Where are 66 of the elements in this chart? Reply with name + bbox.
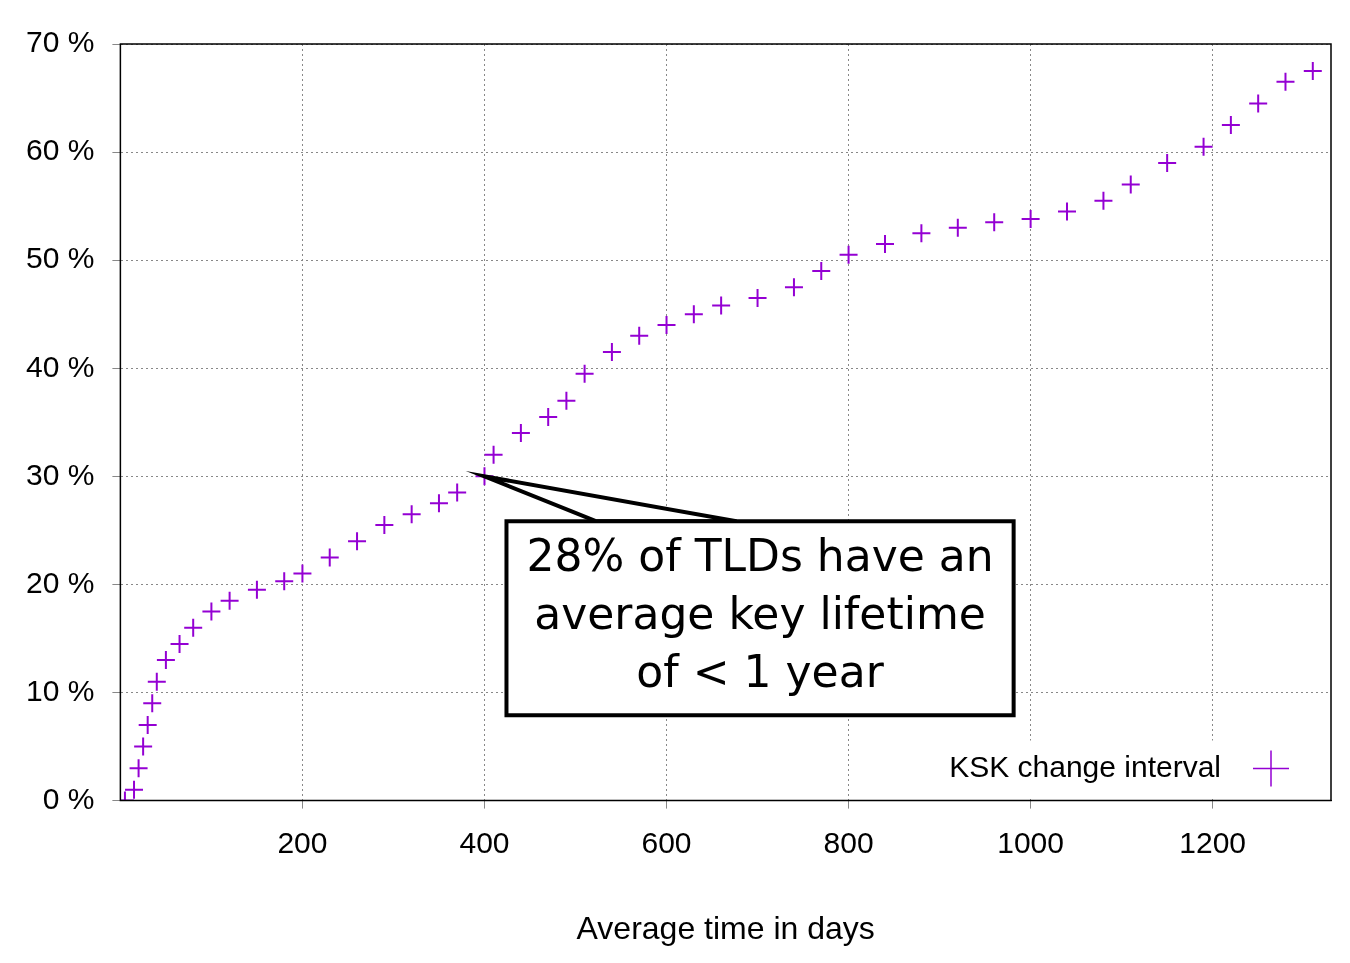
point: [1248, 93, 1269, 114]
y-tick-label: 30 %: [25, 457, 95, 491]
point: [838, 244, 859, 265]
y-tick-label: 20 %: [25, 565, 95, 599]
x-axis-title: Average time in days: [576, 909, 875, 946]
point: [1020, 209, 1041, 230]
point: [124, 779, 145, 800]
point: [574, 363, 595, 384]
point: [219, 590, 240, 611]
point: [1157, 152, 1178, 173]
annotation: 28% of TLDs have an average key lifetime of < 1 year: [526, 529, 994, 697]
point: [137, 714, 158, 735]
point: [1275, 71, 1296, 92]
point: [556, 390, 577, 411]
point: [911, 223, 932, 244]
point: [401, 504, 422, 525]
point: [246, 579, 267, 600]
point: [169, 633, 190, 654]
point: [274, 571, 295, 592]
point: [483, 444, 504, 465]
point: [142, 693, 163, 714]
x-tick-label: 200: [277, 825, 328, 859]
y-tick-label: 0 %: [42, 781, 95, 815]
point: [747, 288, 768, 308]
point: [601, 342, 622, 363]
x-tick-label: 1200: [1179, 825, 1247, 859]
point: [874, 233, 895, 254]
y-tick-label: 40 %: [25, 349, 95, 383]
point: [783, 277, 804, 298]
point: [811, 260, 832, 281]
point: [428, 493, 449, 514]
point: [538, 406, 559, 427]
point: [146, 671, 167, 692]
point: [1220, 115, 1241, 136]
y-tick-label: 10 %: [25, 673, 95, 707]
x-tick-label: 400: [459, 825, 510, 859]
point: [133, 736, 154, 757]
point: [711, 295, 732, 316]
point: [1120, 174, 1141, 195]
point: [629, 325, 650, 346]
point: [947, 217, 968, 238]
point: [1093, 190, 1114, 211]
point: [374, 514, 395, 535]
y-tick-label: 60 %: [25, 133, 95, 167]
point: [155, 650, 176, 671]
legend-label: KSK change interval: [949, 749, 1221, 783]
point: [1302, 61, 1323, 82]
point: [984, 212, 1005, 233]
point: [201, 601, 222, 622]
point: [292, 563, 313, 584]
point: [683, 304, 704, 325]
point: [1057, 201, 1078, 222]
point: [319, 547, 340, 568]
point: [447, 482, 468, 503]
point: [474, 466, 495, 487]
point: [128, 758, 149, 779]
x-tick-label: 800: [823, 825, 874, 859]
y-tick-label: 50 %: [25, 241, 95, 275]
point: [656, 315, 677, 336]
point: [347, 531, 368, 552]
point: [183, 617, 204, 638]
x-tick-label: 600: [641, 825, 692, 859]
x-tick-label: 1000: [997, 825, 1064, 859]
point: [510, 423, 531, 444]
y-tick-label: 70 %: [25, 25, 95, 59]
point: [1193, 136, 1214, 157]
